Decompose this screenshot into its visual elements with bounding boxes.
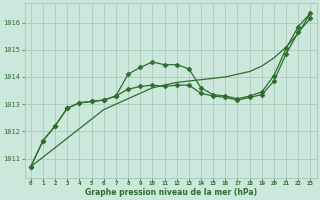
X-axis label: Graphe pression niveau de la mer (hPa): Graphe pression niveau de la mer (hPa) [84, 188, 257, 197]
